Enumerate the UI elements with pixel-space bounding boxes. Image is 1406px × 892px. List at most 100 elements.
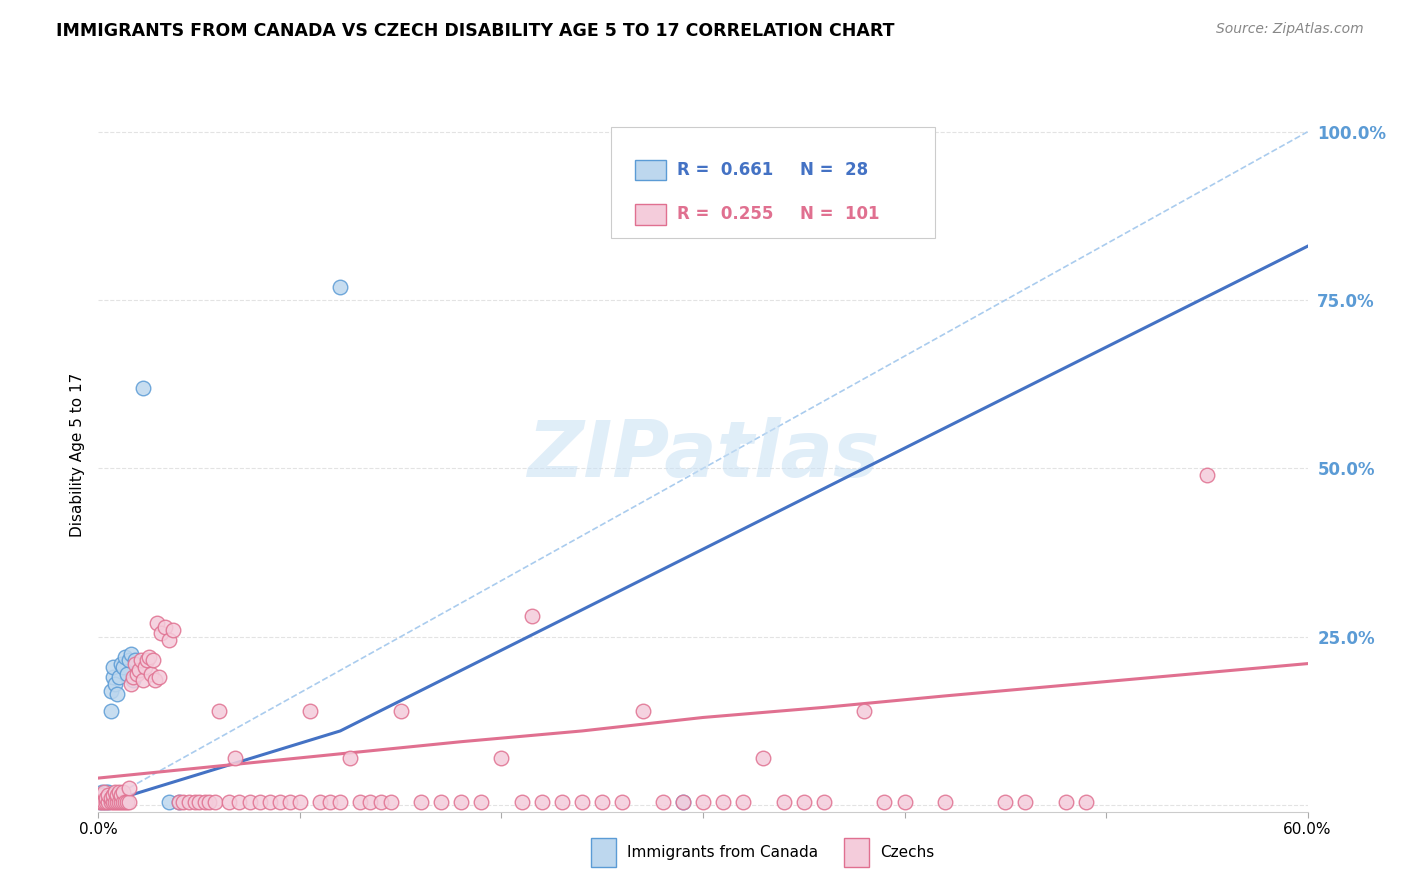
Point [651,795,673,809]
Point [110,657,132,671]
Point [430,795,453,809]
Point [612,795,634,809]
Point [380,795,402,809]
Point [121,670,143,684]
Point [146,616,169,631]
Point [278,795,301,809]
Point [124,657,146,671]
Point [105,795,128,809]
Text: Source: ZipAtlas.com: Source: ZipAtlas.com [1216,22,1364,37]
Point [89,795,111,809]
Point [360,795,382,809]
Point [1195,468,1218,483]
Point [1074,795,1097,809]
Point [772,795,794,809]
Point [288,795,311,809]
Point [120,677,142,691]
Point [100,683,122,698]
Point [110,795,132,809]
Point [138,649,160,664]
Point [692,795,714,809]
Text: N =  28: N = 28 [800,161,868,178]
Text: ZIPatlas: ZIPatlas [527,417,879,493]
Point [114,649,136,664]
Point [91,784,114,798]
Point [111,660,134,674]
Text: IMMIGRANTS FROM CANADA VS CZECH DISABILITY AGE 5 TO 17 CORRELATION CHART: IMMIGRANTS FROM CANADA VS CZECH DISABILI… [56,22,894,40]
Point [491,751,513,765]
Point [157,795,180,809]
Point [97,788,120,802]
Point [129,653,152,667]
Point [97,784,120,798]
Y-axis label: Disability Age 5 to 17: Disability Age 5 to 17 [69,373,84,537]
Point [349,795,371,809]
Point [111,784,134,798]
Point [319,795,342,809]
Point [370,795,392,809]
Point [309,795,332,809]
Point [208,704,231,718]
Point [1014,795,1036,809]
Point [239,795,262,809]
Point [89,791,111,805]
Point [114,795,136,809]
Point [269,795,291,809]
Point [339,751,361,765]
Text: Czechs: Czechs [880,846,935,860]
Point [571,795,593,809]
Point [132,673,155,688]
Point [135,653,157,667]
Point [167,795,190,809]
Point [110,788,132,802]
Text: N =  101: N = 101 [800,205,879,223]
Point [389,704,412,718]
Point [100,791,122,805]
Point [711,795,734,809]
Point [813,795,835,809]
Point [91,791,114,805]
Point [299,704,322,718]
Point [132,381,155,395]
Point [853,704,876,718]
Point [188,795,211,809]
Point [631,704,654,718]
Point [103,795,125,809]
Point [96,795,118,809]
Point [93,784,115,798]
Point [591,795,613,809]
Point [329,279,352,293]
Point [101,795,124,809]
Point [105,687,128,701]
Point [101,670,124,684]
Point [101,660,124,674]
Point [551,795,574,809]
Point [204,795,226,809]
Point [96,791,118,805]
Point [153,619,176,633]
Point [194,795,217,809]
Point [111,795,134,809]
Point [249,795,271,809]
Point [96,788,118,802]
Point [118,795,141,809]
Point [177,795,201,809]
Point [101,788,124,802]
Point [100,704,122,718]
Point [115,795,138,809]
Point [93,795,115,809]
Text: R =  0.255: R = 0.255 [678,205,773,223]
Point [121,673,143,688]
Point [89,795,111,809]
Point [93,795,115,809]
Point [470,795,492,809]
Point [115,666,138,681]
Point [172,795,194,809]
Point [184,795,207,809]
Text: Immigrants from Canada: Immigrants from Canada [627,846,818,860]
Point [91,795,114,809]
Point [672,795,695,809]
Point [752,751,775,765]
Point [134,660,156,674]
Point [450,795,472,809]
